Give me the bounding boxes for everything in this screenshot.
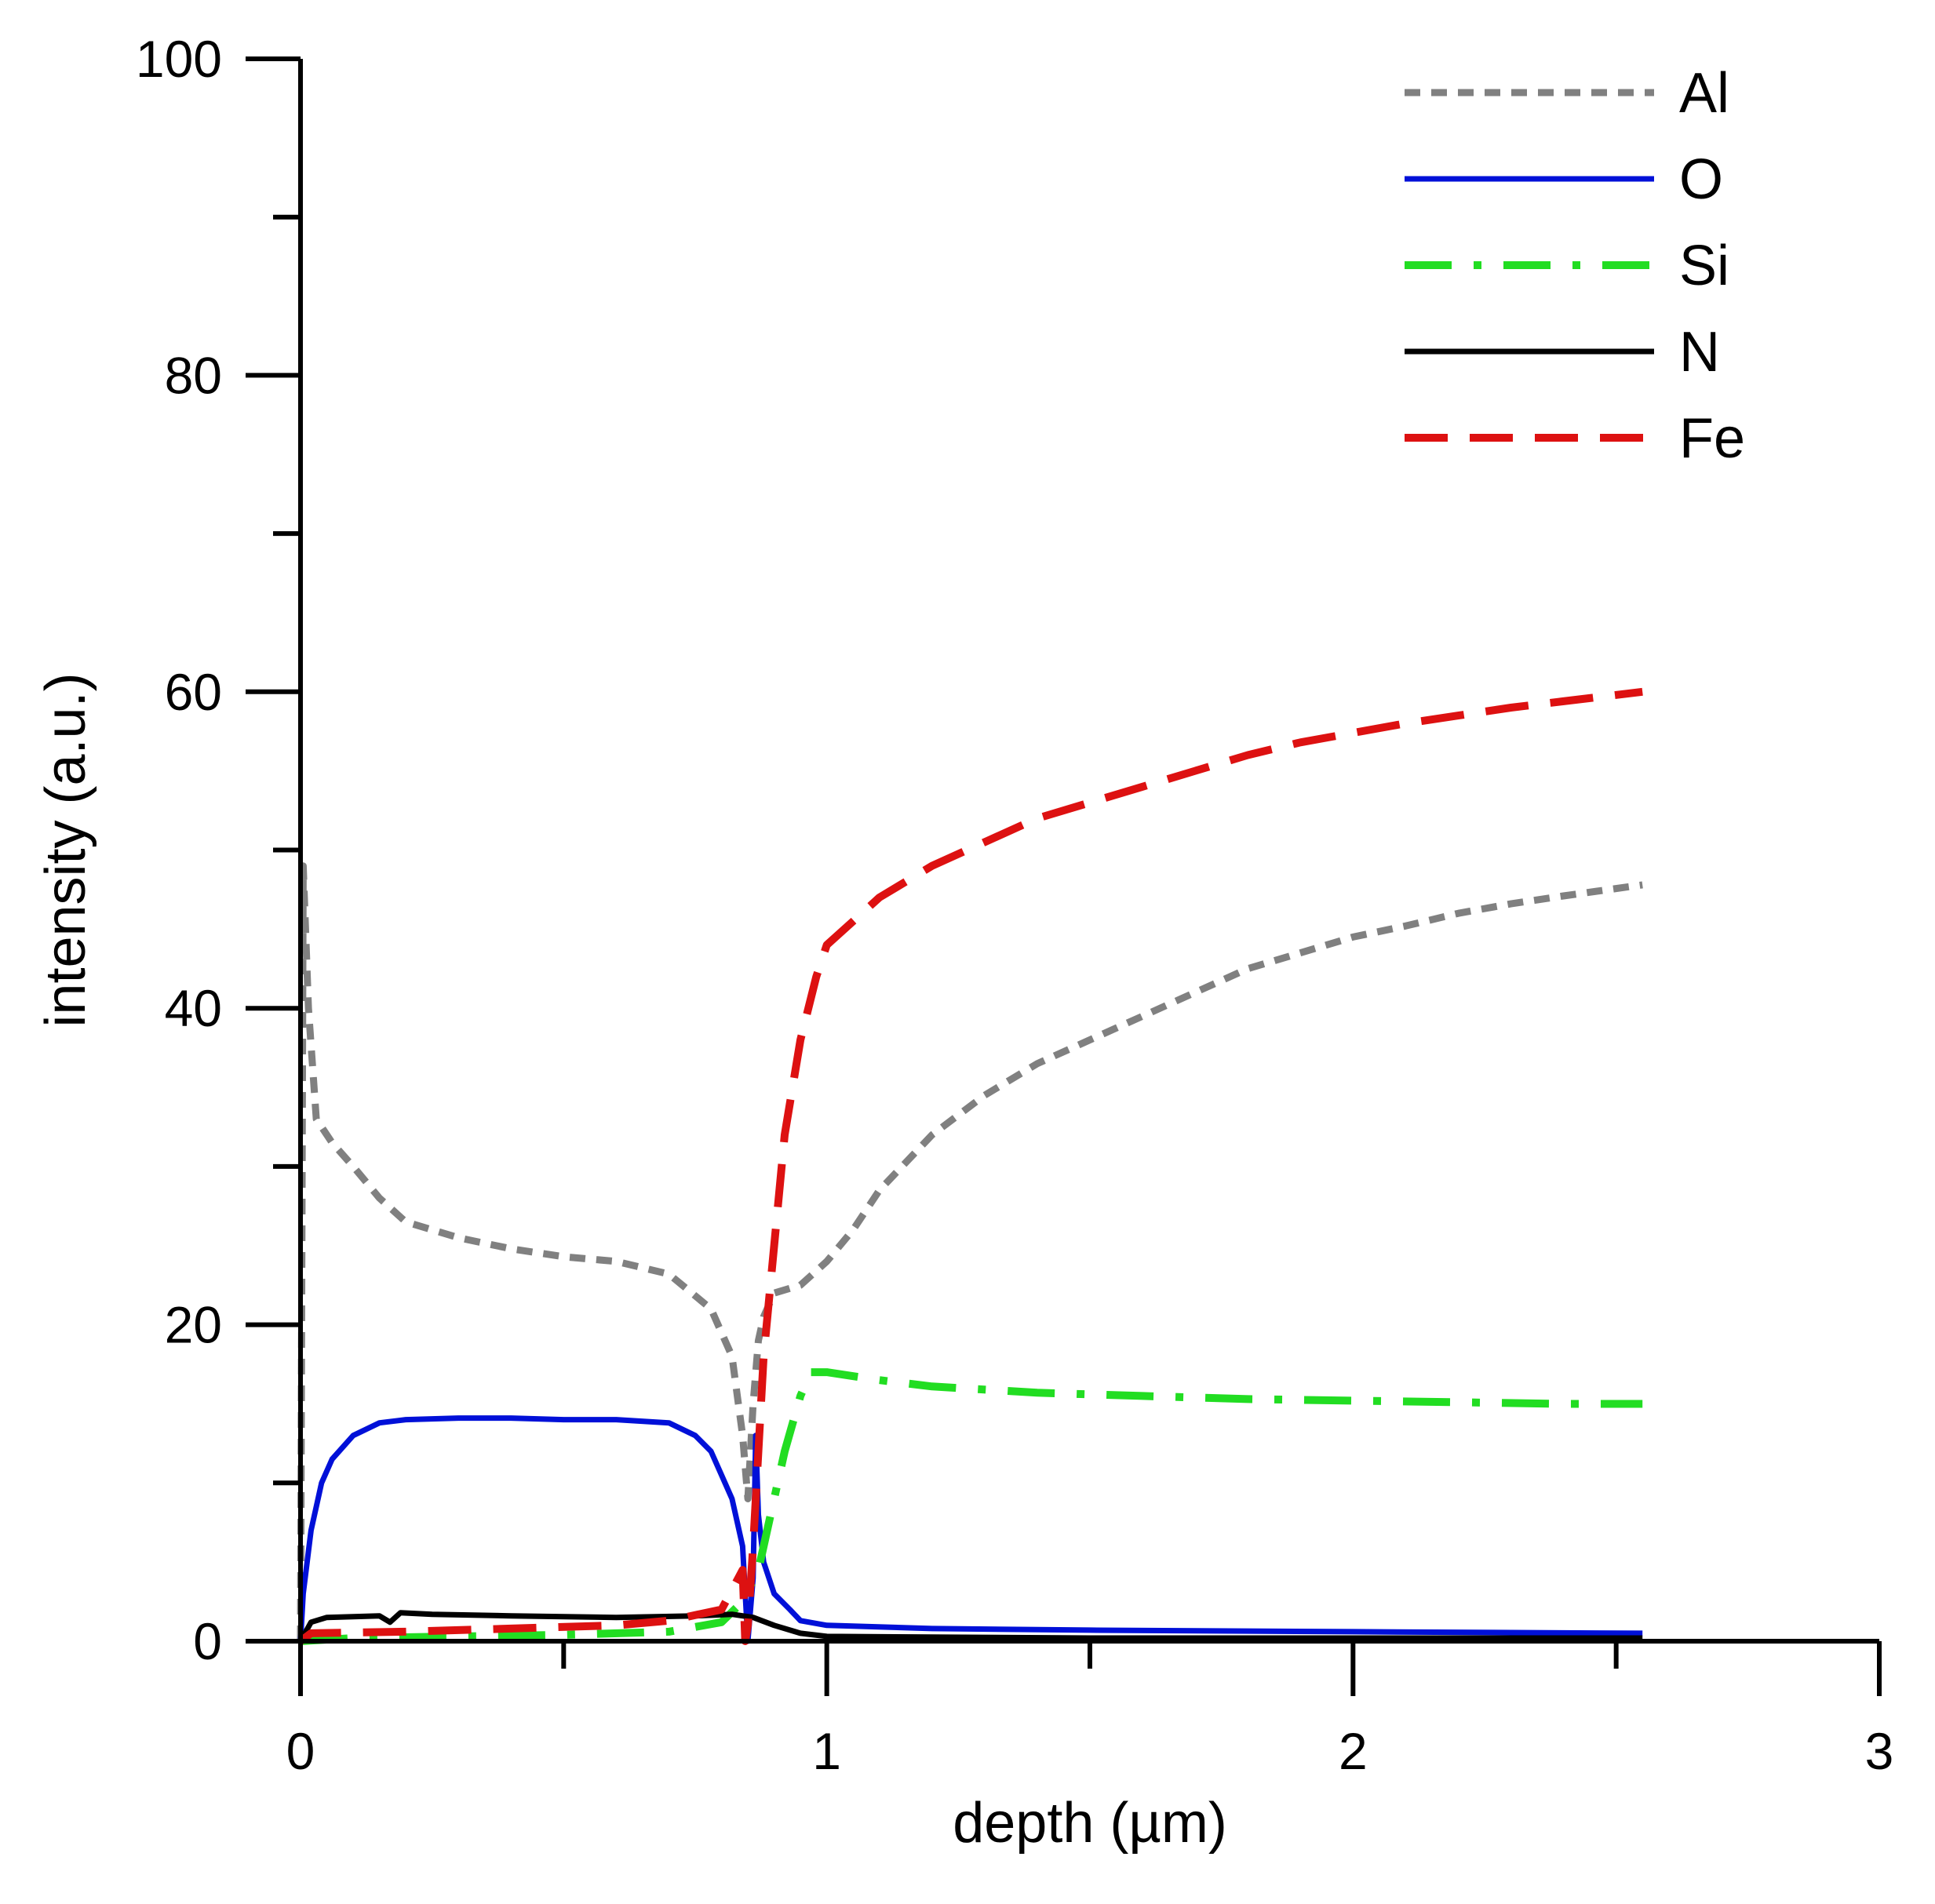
y-axis-title: intensity (a.u.) [35, 672, 97, 1027]
legend-label-o: O [1679, 148, 1723, 211]
y-tick-label: 40 [165, 979, 222, 1037]
series-line-fe [297, 687, 1643, 1645]
x-tick-label: 2 [1339, 1722, 1368, 1780]
x-tick-label: 3 [1865, 1722, 1894, 1780]
legend: Al O Si N Fe [1405, 62, 1745, 470]
series-layer [297, 687, 1643, 1645]
ticks-layer: 0 20 40 60 80 100 0 1 2 3 [136, 30, 1893, 1780]
series-line-al [297, 862, 1643, 1642]
y-tick-label: 80 [165, 346, 222, 404]
y-tick-label: 0 [193, 1612, 222, 1670]
series-line-n [297, 1610, 1643, 1643]
x-axis-title: depth (µm) [953, 1792, 1227, 1855]
legend-label-si: Si [1679, 235, 1729, 297]
y-tick-label: 100 [136, 30, 222, 88]
legend-label-fe: Fe [1679, 407, 1745, 470]
legend-label-n: N [1679, 321, 1720, 384]
y-tick-label: 60 [165, 663, 222, 721]
x-tick-label: 0 [286, 1722, 315, 1780]
series-line-si [300, 1368, 1643, 1645]
x-tick-label: 1 [812, 1722, 841, 1780]
legend-label-al: Al [1679, 62, 1729, 125]
series-line-o [297, 1415, 1643, 1644]
y-tick-label: 20 [165, 1296, 222, 1354]
